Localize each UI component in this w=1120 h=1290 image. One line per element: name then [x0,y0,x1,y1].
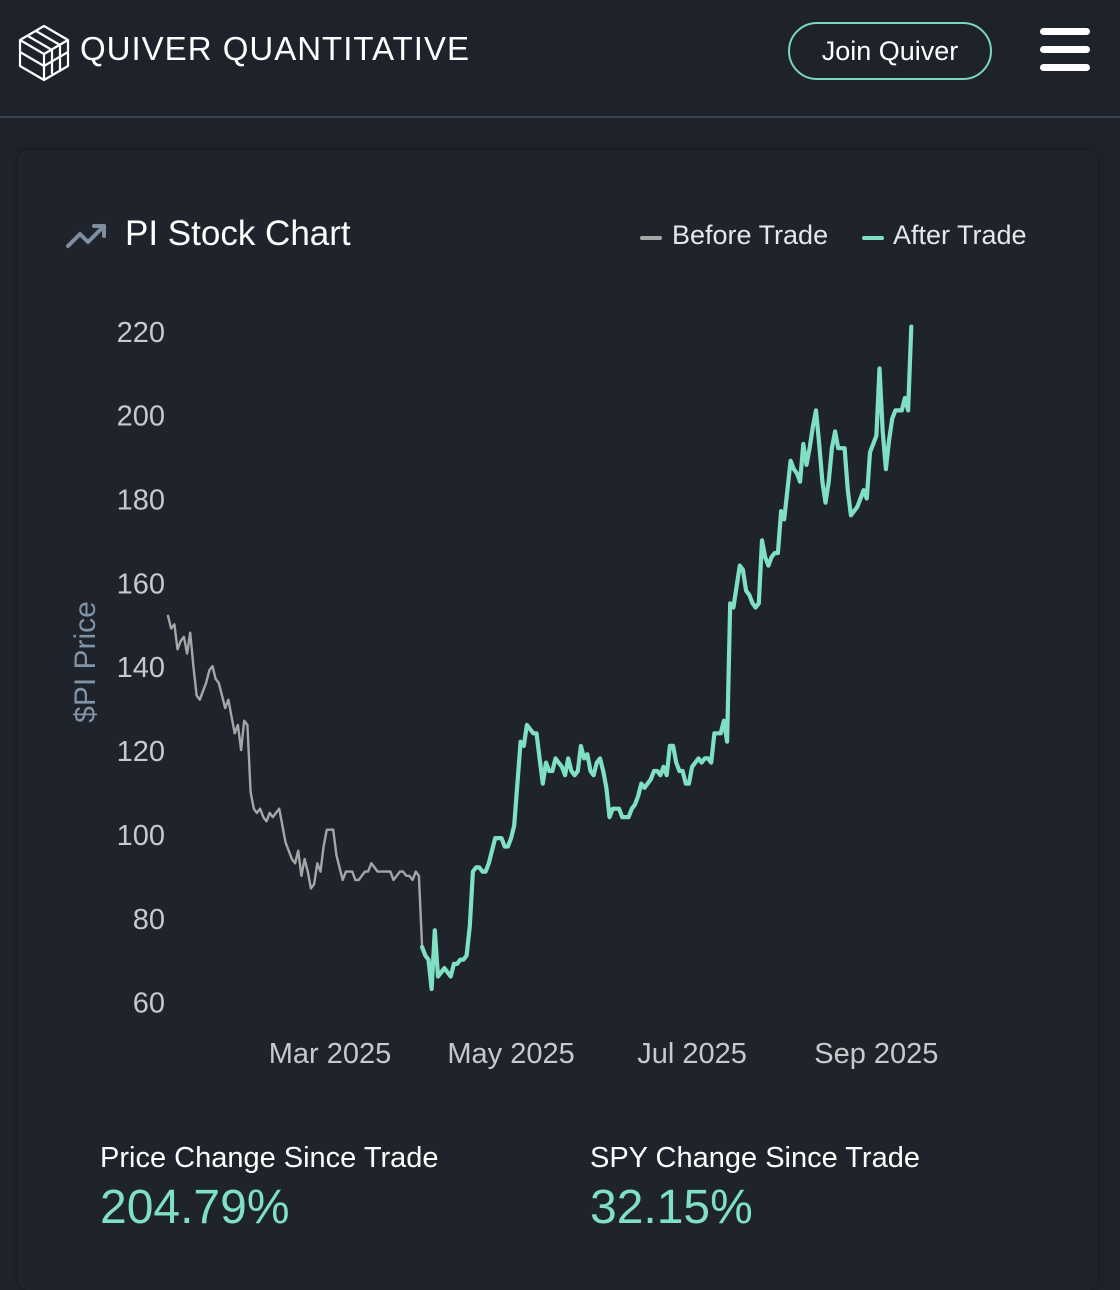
quiver-logo-icon[interactable] [16,22,76,82]
spy-change-label: SPY Change Since Trade [590,1142,920,1174]
legend-before-swatch [640,236,662,240]
y-tick-label: 160 [117,568,165,600]
hamburger-menu-icon[interactable] [1040,28,1090,72]
trending-up-icon [66,224,106,248]
brand-name[interactable]: QUIVER QUANTITATIVE [80,30,470,67]
price-change-value: 204.79% [100,1181,290,1234]
y-tick-label: 200 [117,401,165,433]
y-tick-label: 180 [117,484,165,516]
y-tick-label: 120 [117,736,165,768]
y-axis-label: $PI Price [69,601,102,723]
chart-title: PI Stock Chart [125,214,351,253]
x-tick-label: May 2025 [447,1038,574,1070]
legend-after-swatch [862,236,884,240]
after-trade-line[interactable] [420,324,914,992]
x-tick-label: Jul 2025 [637,1038,747,1070]
y-tick-label: 60 [133,988,165,1020]
top-bar: QUIVER QUANTITATIVE Join Quiver [0,0,1120,118]
legend-before-trade[interactable]: Before Trade [672,220,829,250]
price-change-label: Price Change Since Trade [100,1142,439,1174]
before-trade-line[interactable] [166,614,424,949]
y-tick-label: 100 [117,820,165,852]
legend-after-trade[interactable]: After Trade [893,220,1027,250]
join-quiver-button[interactable]: Join Quiver [788,22,992,80]
y-tick-label: 220 [117,317,165,349]
stock-price-chart[interactable]: 60 80 100 120 140 160 180 200 220 Mar 2025 May 202… [0,0,1120,1100]
y-tick-label: 140 [117,652,165,684]
stock-chart-card [18,150,1098,1290]
y-tick-label: 80 [133,904,165,936]
x-tick-label: Mar 2025 [269,1038,392,1070]
spy-change-value: 32.15% [590,1181,753,1234]
x-tick-label: Sep 2025 [814,1038,938,1070]
